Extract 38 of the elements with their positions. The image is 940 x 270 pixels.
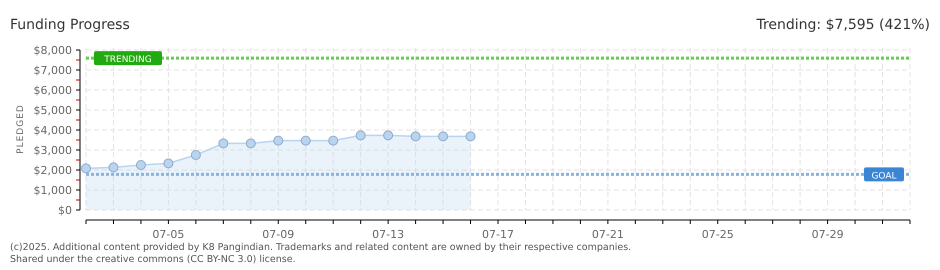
x-tick-label: 07-29 [812,228,844,241]
point [328,136,338,146]
y-tick-label: $0 [58,204,72,217]
text: Shared under the creative commons (CC BY-NC 3.0) license. [10,254,296,265]
point [438,131,448,142]
y-axis-title: PLEDGED [16,104,26,154]
point [356,130,366,140]
chart-title: Funding Progress [10,17,130,33]
point [466,131,476,142]
x-tick-label: 07-21 [592,228,624,241]
y-tick-label: $5,000 [34,104,72,117]
y-tick-label: $3,000 [34,144,72,157]
chart-subtitle: Trending: $7,595 (421%) [755,17,930,33]
point [246,138,256,148]
y-tick-label: $4,000 [34,124,72,137]
x-tick-label: 07-05 [152,228,184,241]
point [300,136,311,146]
x-tick-label: 07-25 [702,228,734,241]
ref-line-label: TRENDING [103,55,152,66]
point [410,131,421,142]
point [383,130,394,140]
y-tick-label: $8,000 [34,44,72,57]
point [190,150,201,160]
ref-line-label: GOAL [871,171,897,182]
x-tick-label: 07-09 [262,228,294,241]
y-tick-label: $1,000 [34,184,72,197]
point [218,138,228,148]
y-tick-label: $2,000 [34,164,72,177]
point [136,160,146,170]
point [108,162,118,172]
y-tick-label: $7,000 [34,64,72,77]
y-tick-label: $6,000 [34,84,72,97]
point [273,136,284,146]
text: (c)2025. Additional content provided by K8 Pangindian. Trademarks and related content are owned by their respective companies. [10,242,632,253]
point [81,163,91,174]
x-tick-label: 07-13 [372,228,404,241]
point [163,158,174,168]
x-tick-label: 07-17 [482,228,514,241]
